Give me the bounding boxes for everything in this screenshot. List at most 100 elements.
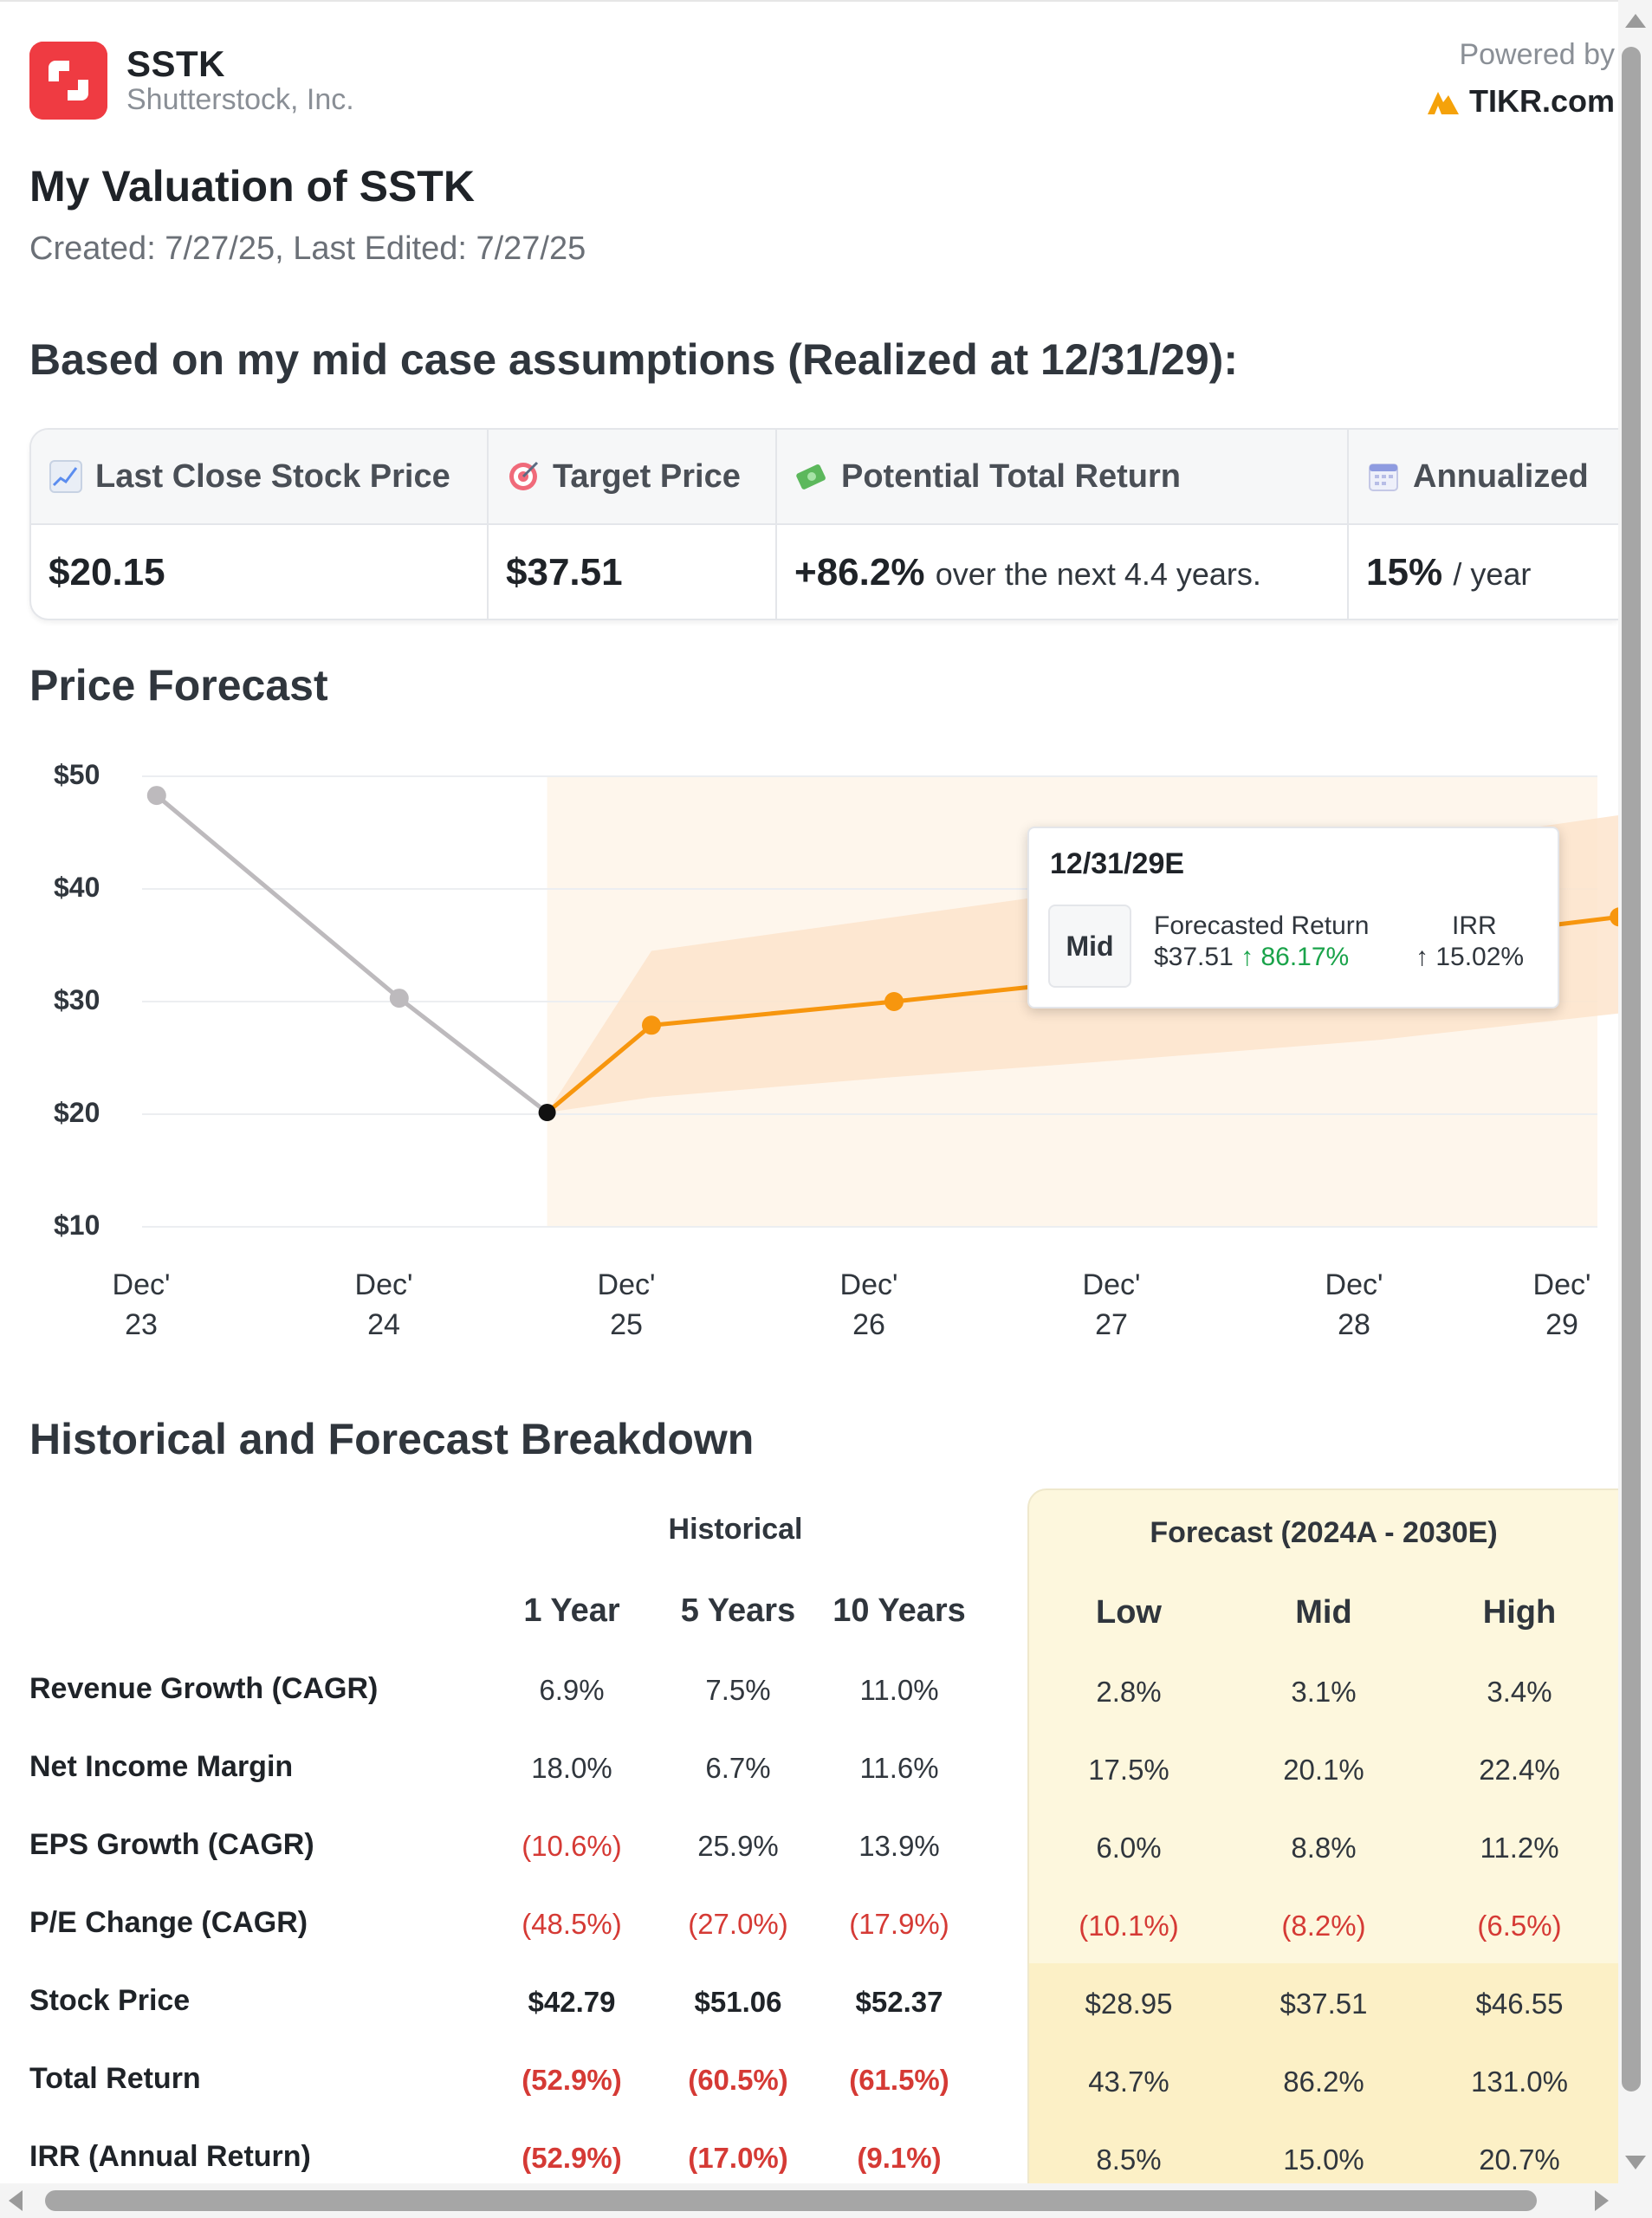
hist-cell: (9.1%) bbox=[857, 2142, 942, 2174]
chart-icon bbox=[49, 460, 82, 493]
hist-cell: (52.9%) bbox=[522, 2064, 622, 2096]
fc-cell: 11.2% bbox=[1480, 1832, 1559, 1864]
target-price-value: $37.51 bbox=[506, 551, 623, 593]
summary-table: Last Close Stock Price $20.15 Target Pri… bbox=[29, 428, 1618, 620]
fc-cell: 43.7% bbox=[1088, 2066, 1169, 2098]
breakdown-heading: Historical and Forecast Breakdown bbox=[29, 1415, 755, 1463]
fc-cell: $46.55 bbox=[1475, 1988, 1564, 2020]
tooltip-irr-label: IRR bbox=[1452, 911, 1497, 940]
row-label: Total Return bbox=[29, 2062, 201, 2095]
fc-col-header: High bbox=[1482, 1594, 1557, 1631]
hist-col-header: 5 Years bbox=[680, 1592, 796, 1629]
money-icon bbox=[796, 464, 826, 490]
y-tick-label: $40 bbox=[54, 872, 100, 903]
forecast-highlight bbox=[1029, 1963, 1618, 2183]
target-price-label: Target Price bbox=[553, 457, 741, 495]
chart-tooltip: 12/31/29E Mid Forecasted Return $37.51 ↑… bbox=[1027, 827, 1559, 1008]
hist-cell: 6.9% bbox=[539, 1674, 605, 1706]
x-tick-label: Dec' 26 bbox=[808, 1265, 930, 1345]
fc-cell: 8.8% bbox=[1291, 1832, 1357, 1864]
forecast-group-header: Forecast (2024A - 2030E) bbox=[1150, 1516, 1498, 1549]
fc-cell: 20.1% bbox=[1283, 1754, 1364, 1786]
x-tick-year: 23 bbox=[125, 1308, 158, 1341]
fc-cell: 17.5% bbox=[1088, 1754, 1169, 1786]
annualized-suffix: / year bbox=[1453, 556, 1532, 592]
x-tick-label: Dec' 25 bbox=[566, 1265, 687, 1345]
hist-cell: $42.79 bbox=[528, 1986, 616, 2018]
fc-cell: 3.4% bbox=[1487, 1676, 1552, 1708]
ticker-symbol: SSTK bbox=[126, 43, 226, 84]
y-tick-label: $30 bbox=[54, 984, 100, 1015]
vertical-scroll-thumb[interactable] bbox=[1622, 47, 1641, 2092]
vertical-scrollbar[interactable] bbox=[1618, 0, 1652, 2183]
last-close-column: Last Close Stock Price $20.15 bbox=[31, 430, 489, 619]
tooltip-date: 12/31/29E bbox=[1050, 847, 1185, 880]
shutterstock-logo-icon bbox=[29, 42, 107, 120]
historical-point bbox=[389, 989, 409, 1008]
hist-cell: (10.6%) bbox=[522, 1830, 622, 1862]
fc-cell: 22.4% bbox=[1479, 1754, 1560, 1786]
fc-cell: $28.95 bbox=[1085, 1988, 1173, 2020]
row-label: Stock Price bbox=[29, 1984, 191, 2017]
hist-cell: $52.37 bbox=[855, 1986, 943, 2018]
x-tick-label: Dec' 28 bbox=[1293, 1265, 1415, 1345]
annualized-label: Annualized bbox=[1413, 457, 1589, 495]
hist-cell: (61.5%) bbox=[849, 2064, 949, 2096]
row-label: P/E Change (CAGR) bbox=[29, 1906, 308, 1939]
hist-cell: 11.6% bbox=[859, 1752, 939, 1784]
last-close-value: $20.15 bbox=[49, 551, 165, 593]
row-label: Revenue Growth (CAGR) bbox=[29, 1672, 379, 1705]
target-price-column: Target Price $37.51 bbox=[489, 430, 777, 619]
hist-cell: 11.0% bbox=[859, 1674, 939, 1706]
fc-cell: $37.51 bbox=[1279, 1988, 1368, 2020]
fc-cell: 15.0% bbox=[1283, 2143, 1364, 2176]
horizontal-scroll-thumb[interactable] bbox=[45, 2190, 1537, 2211]
last-close-label: Last Close Stock Price bbox=[95, 457, 450, 495]
y-tick-label: $20 bbox=[54, 1097, 100, 1128]
hist-cell: (52.9%) bbox=[522, 2142, 622, 2174]
x-tick-year: 28 bbox=[1338, 1308, 1370, 1341]
hist-cell: 25.9% bbox=[697, 1830, 779, 1862]
page-title: My Valuation of SSTK bbox=[29, 162, 475, 211]
fc-cell: (8.2%) bbox=[1281, 1910, 1366, 1942]
scroll-up-arrow-icon[interactable] bbox=[1625, 14, 1646, 28]
total-return-column: Potential Total Return +86.2% over the n… bbox=[777, 430, 1349, 619]
fc-cell: 8.5% bbox=[1096, 2143, 1162, 2176]
horizontal-scrollbar[interactable] bbox=[0, 2183, 1652, 2218]
x-tick-month: Dec' bbox=[112, 1268, 171, 1301]
x-tick-year: 27 bbox=[1095, 1308, 1128, 1341]
mid-forecast-point bbox=[1610, 907, 1618, 927]
hist-cell: (48.5%) bbox=[522, 1908, 622, 1940]
tooltip-return-value-wrap: $37.51 ↑ 86.17% bbox=[1154, 943, 1349, 972]
x-tick-month: Dec' bbox=[354, 1268, 413, 1301]
historical-point bbox=[146, 786, 166, 806]
tooltip-return-pct: ↑ 86.17% bbox=[1241, 943, 1350, 971]
tooltip-return-label: Forecasted Return bbox=[1154, 911, 1370, 940]
x-tick-month: Dec' bbox=[839, 1268, 898, 1301]
tooltip-return-value: $37.51 bbox=[1154, 943, 1234, 971]
hist-cell: 7.5% bbox=[705, 1674, 771, 1706]
hist-cell: (60.5%) bbox=[688, 2064, 788, 2096]
mid-forecast-point bbox=[884, 992, 904, 1011]
hist-cell: (17.9%) bbox=[849, 1908, 949, 1940]
x-tick-month: Dec' bbox=[1532, 1268, 1591, 1301]
created-date: Created: 7/27/25, Last Edited: 7/27/25 bbox=[29, 230, 586, 267]
total-return-value: +86.2% bbox=[794, 551, 925, 593]
historical-line bbox=[155, 794, 549, 1115]
tikr-brand-link[interactable]: TIKR.com bbox=[1426, 83, 1615, 120]
fc-cell: 86.2% bbox=[1283, 2066, 1364, 2098]
scroll-down-arrow-icon[interactable] bbox=[1625, 2156, 1646, 2169]
fc-cell: (6.5%) bbox=[1477, 1910, 1562, 1942]
scroll-right-arrow-icon[interactable] bbox=[1595, 2190, 1609, 2211]
row-label: Net Income Margin bbox=[29, 1750, 294, 1783]
hist-col-header: 1 Year bbox=[523, 1592, 620, 1629]
valuation-page: SSTK Shutterstock, Inc. Powered by TIKR.… bbox=[0, 0, 1618, 2183]
hist-cell: 13.9% bbox=[858, 1830, 940, 1862]
historical-group-header: Historical bbox=[668, 1513, 803, 1546]
fc-cell: 6.0% bbox=[1096, 1832, 1162, 1864]
scroll-left-arrow-icon[interactable] bbox=[9, 2190, 23, 2211]
total-return-label: Potential Total Return bbox=[841, 457, 1181, 495]
hist-cell: (17.0%) bbox=[688, 2142, 788, 2174]
tooltip-case-badge: Mid bbox=[1048, 905, 1131, 988]
y-tick-label: $50 bbox=[54, 759, 100, 790]
